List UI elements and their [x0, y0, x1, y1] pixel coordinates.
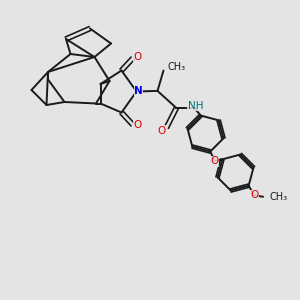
Text: NH: NH	[188, 101, 203, 111]
Text: CH₃: CH₃	[168, 62, 186, 73]
Text: CH₃: CH₃	[270, 192, 288, 202]
Text: O: O	[158, 125, 166, 136]
Text: N: N	[134, 86, 143, 96]
Text: O: O	[211, 156, 219, 166]
Text: O: O	[133, 52, 142, 62]
Text: O: O	[250, 190, 258, 200]
Text: O: O	[133, 120, 142, 130]
